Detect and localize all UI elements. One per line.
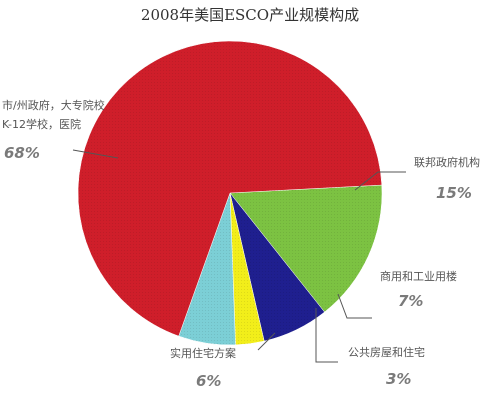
slice-residential-texture: [178, 193, 236, 346]
slice-federal-texture: [230, 185, 382, 313]
slice-value-residential: 6%: [196, 372, 221, 390]
slice-public-housing-texture: [230, 193, 265, 345]
chart-title: 2008年美国ESCO产业规模构成: [141, 6, 359, 24]
leader-line-public-housing: [315, 308, 338, 363]
slice-municipal-texture: [77, 41, 382, 337]
leader-line-residential: [257, 332, 276, 351]
slice-commercial-texture: [230, 193, 325, 342]
slice-value-public-housing: 3%: [386, 370, 411, 388]
leader-line-federal: [354, 171, 406, 191]
slice-label-commercial: 商用和工业用楼: [380, 269, 457, 283]
pie-texture: [77, 41, 382, 346]
slice-label-public-housing: 公共房屋和住宅: [348, 345, 425, 359]
leader-line-municipal: [72, 149, 119, 159]
slice-label-municipal-line2: K-12学校，医院: [2, 117, 81, 131]
slice-label-residential: 实用住宅方案: [170, 346, 236, 360]
leader-line-commercial: [337, 293, 372, 319]
slice-value-commercial: 7%: [398, 292, 423, 310]
slice-label-municipal-line1: 市/州政府，大专院校: [2, 98, 105, 112]
slice-value-municipal: 68%: [4, 144, 40, 162]
slice-label-federal: 联邦政府机构: [414, 155, 480, 169]
slice-value-federal: 15%: [436, 184, 472, 202]
